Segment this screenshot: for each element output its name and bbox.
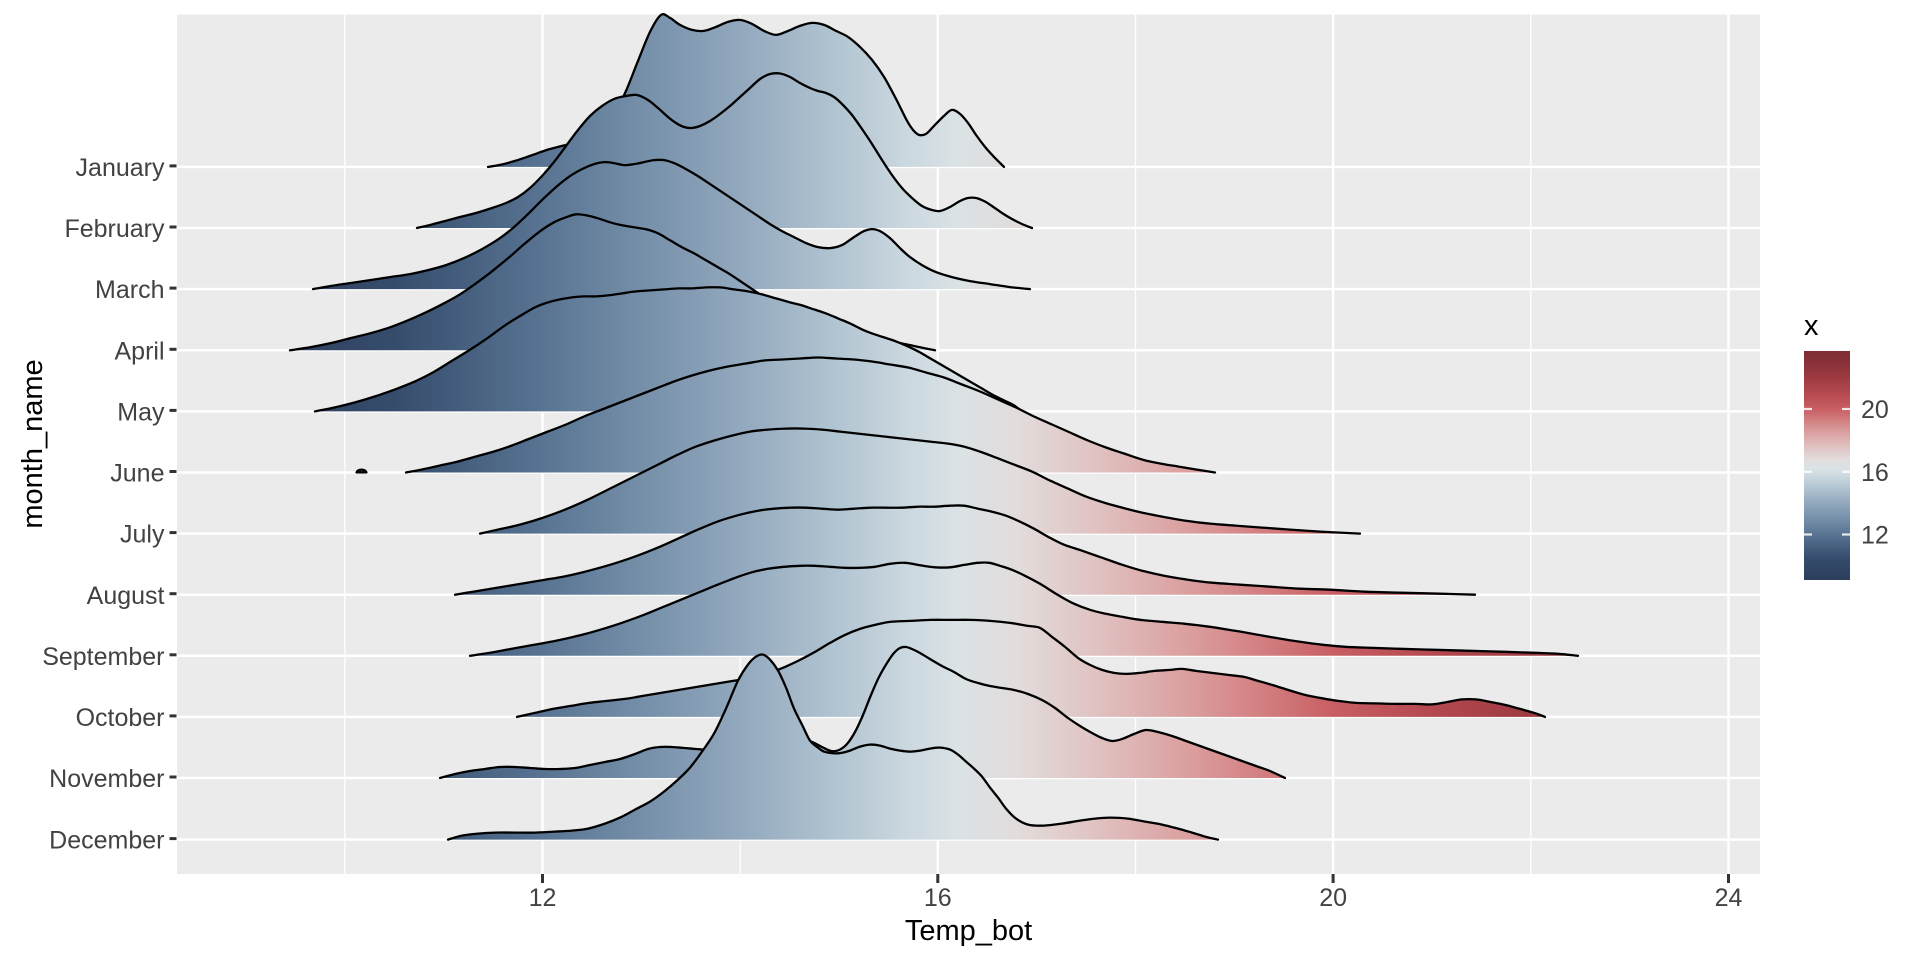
svg-text:August: August [87, 582, 165, 610]
svg-text:12: 12 [529, 884, 557, 912]
svg-text:February: February [64, 215, 165, 243]
svg-text:April: April [114, 337, 164, 365]
svg-text:16: 16 [924, 884, 952, 912]
svg-text:24: 24 [1715, 884, 1743, 912]
svg-text:October: October [76, 704, 165, 732]
svg-text:September: September [42, 643, 164, 671]
svg-text:May: May [117, 399, 165, 427]
svg-text:12: 12 [1861, 522, 1889, 550]
svg-text:month_name: month_name [17, 359, 49, 528]
svg-text:Temp_bot: Temp_bot [905, 915, 1032, 947]
svg-text:x: x [1804, 310, 1819, 342]
svg-text:June: June [110, 460, 164, 488]
svg-text:January: January [76, 154, 165, 182]
svg-text:July: July [120, 521, 165, 549]
svg-text:20: 20 [1861, 396, 1889, 424]
svg-text:December: December [49, 827, 164, 855]
svg-text:20: 20 [1319, 884, 1347, 912]
svg-text:November: November [49, 765, 164, 793]
svg-text:16: 16 [1861, 459, 1889, 487]
svg-text:March: March [95, 276, 164, 304]
